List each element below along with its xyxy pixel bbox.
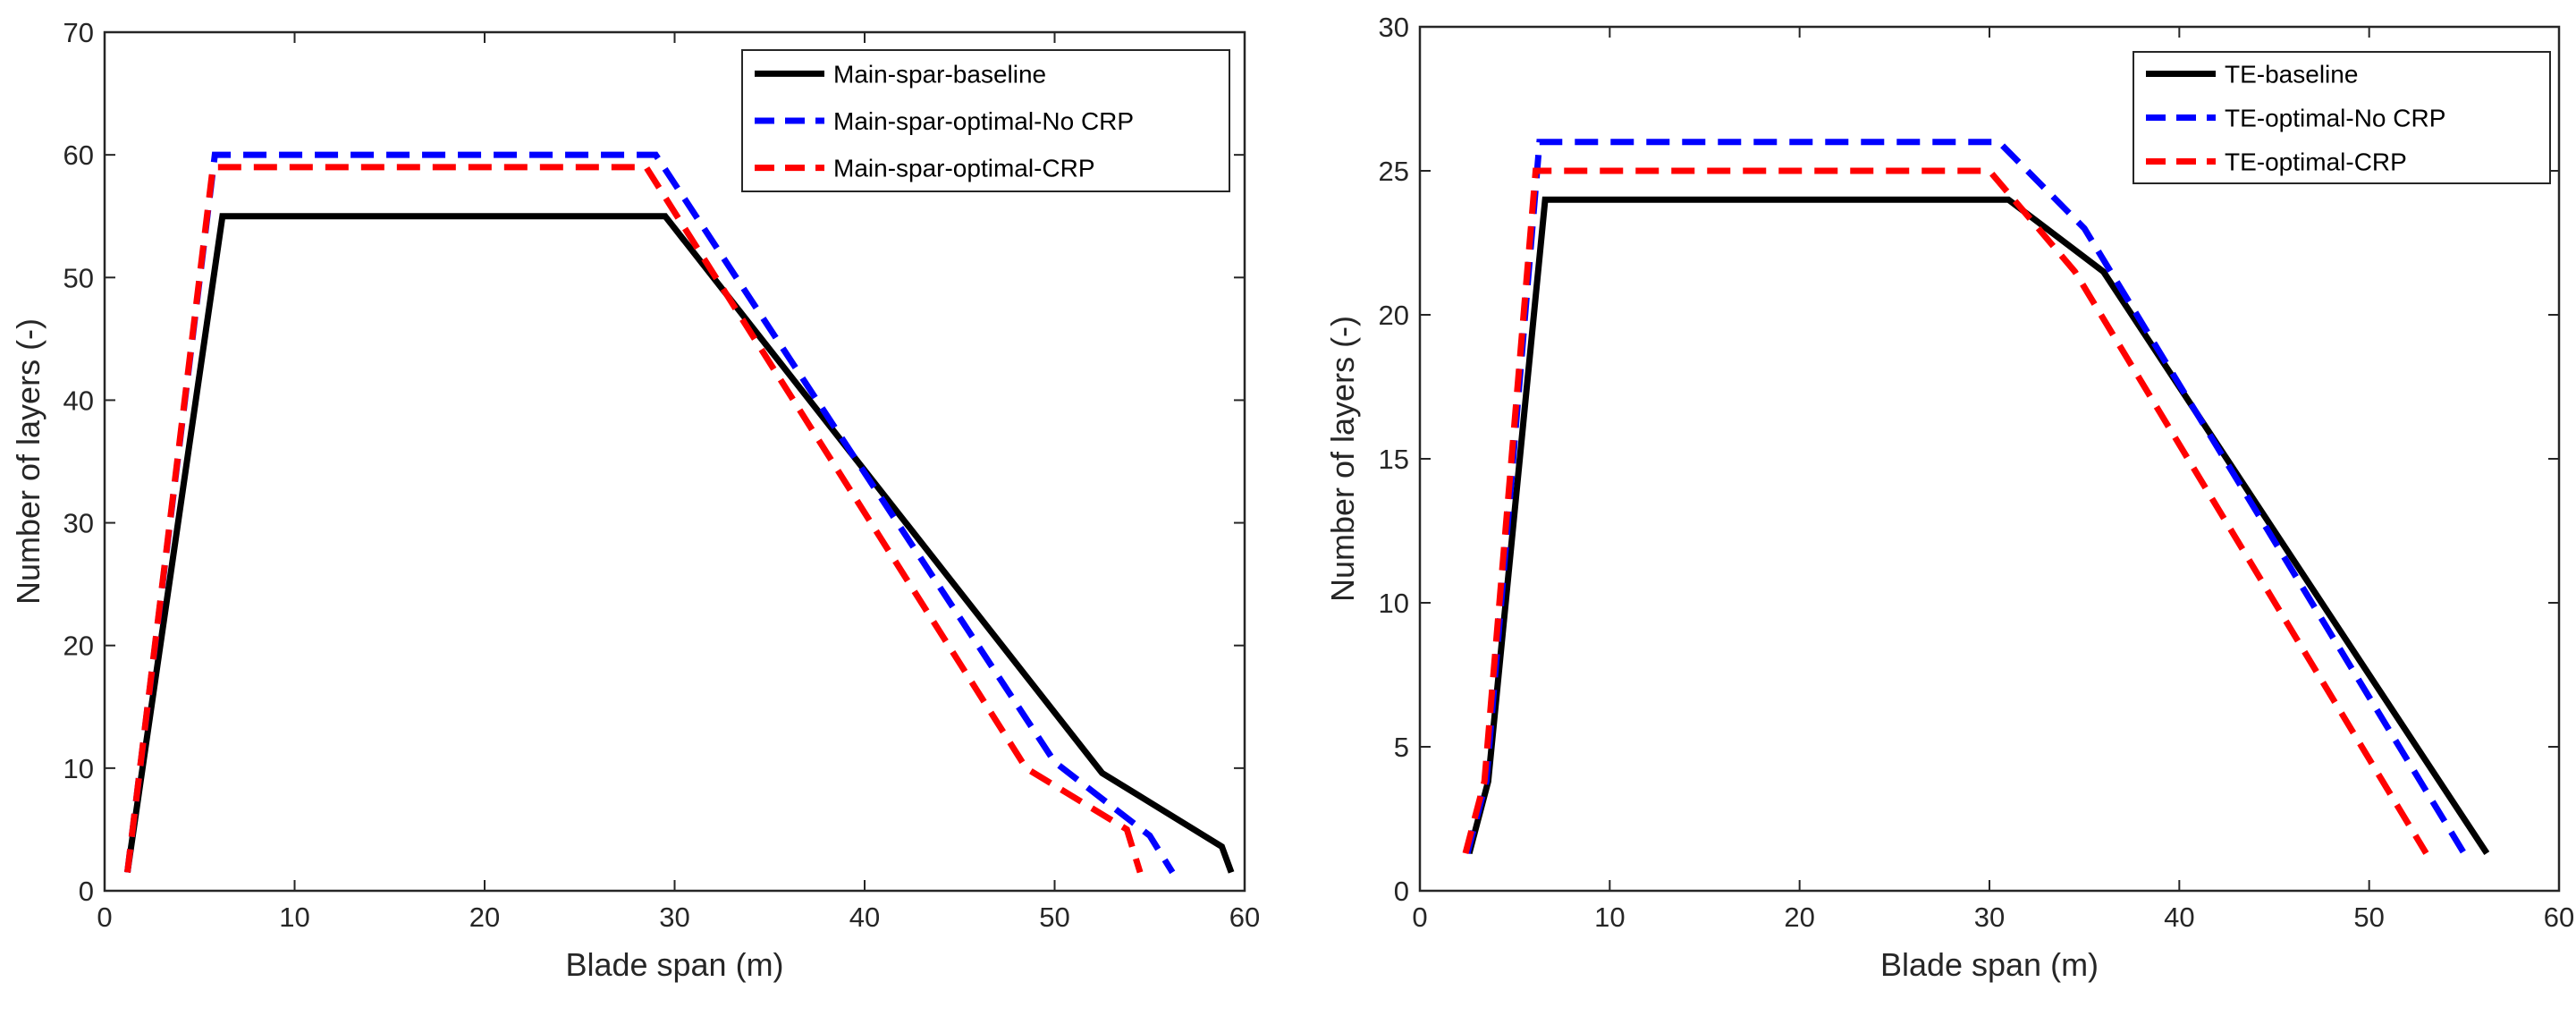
- legend-main-spar: Main-spar-baseline Main-spar-optimal-No …: [741, 49, 1230, 192]
- x-ticks-trailing-edge: 0 10 20 30 40 50 60: [1412, 902, 2574, 933]
- series-lines-main-spar: [124, 151, 1235, 875]
- y-tick-label: 0: [1394, 876, 1409, 907]
- x-ticks-main-spar: 0 10 20 30 40 50 60: [97, 902, 1260, 933]
- series-line-te-optimal-no-crp: [1464, 139, 2467, 855]
- x-tick-label: 0: [1412, 902, 1427, 933]
- y-tick-label: 70: [63, 17, 94, 48]
- y-ticks-main-spar: 0 10 20 30 40 50 60 70: [63, 17, 94, 907]
- x-tick-label: 50: [2353, 902, 2384, 933]
- legend-trailing-edge: TE-baseline TE-optimal-No CRP TE-optimal…: [2133, 51, 2551, 184]
- x-tick-label: 60: [1229, 902, 1260, 933]
- y-tick-label: 30: [1379, 12, 1409, 43]
- y-tick-label: 20: [1379, 300, 1409, 331]
- y-tick-label: 5: [1394, 732, 1409, 763]
- x-tick-label: 40: [849, 902, 880, 933]
- x-tick-label: 20: [1784, 902, 1814, 933]
- series-line-main-spar-baseline: [124, 213, 1235, 874]
- series-line-main-spar-optimal-crp: [124, 164, 1144, 874]
- series-line-main-spar-optimal-no-crp: [124, 151, 1176, 875]
- legend-entry: Main-spar-optimal-No CRP: [833, 107, 1134, 135]
- legend-entry: TE-optimal-No CRP: [2225, 105, 2445, 132]
- x-tick-label: 10: [1594, 902, 1625, 933]
- y-tick-label: 60: [63, 140, 94, 171]
- y-tick-label: 25: [1379, 156, 1409, 187]
- x-tick-label: 20: [469, 902, 500, 933]
- x-axis-label: Blade span (m): [1880, 946, 2099, 983]
- legend-entry: TE-baseline: [2225, 61, 2358, 89]
- series-line-te-optimal-crp: [1462, 167, 2429, 855]
- y-tick-label: 20: [63, 631, 94, 662]
- legend-entry: Main-spar-baseline: [833, 60, 1046, 88]
- y-ticks-trailing-edge: 0 5 10 15 20 25 30: [1379, 12, 1409, 907]
- y-tick-label: 10: [63, 753, 94, 784]
- x-axis-label: Blade span (m): [565, 946, 783, 983]
- x-tick-label: 0: [97, 902, 112, 933]
- x-tick-label: 10: [279, 902, 309, 933]
- series-lines-trailing-edge: [1462, 139, 2490, 856]
- x-tick-label: 30: [659, 902, 689, 933]
- legend-entry: Main-spar-optimal-CRP: [833, 155, 1095, 182]
- y-tick-label: 30: [63, 508, 94, 539]
- chart-main-spar: 0 10 20 30 40 50 60 70 0 10 20 30 40 50 …: [10, 17, 1260, 983]
- x-tick-label: 50: [1039, 902, 1069, 933]
- x-tick-label: 30: [1974, 902, 2005, 933]
- y-tick-label: 15: [1379, 444, 1409, 475]
- y-axis-label: Number of layers (-): [10, 318, 46, 605]
- series-line-te-baseline: [1465, 196, 2490, 856]
- chart-trailing-edge: 0 5 10 15 20 25 30 0 10 20 30 40 50 60 B…: [1324, 12, 2574, 983]
- y-tick-label: 10: [1379, 588, 1409, 619]
- y-axis-label: Number of layers (-): [1324, 316, 1361, 602]
- x-tick-label: 60: [2544, 902, 2574, 933]
- y-tick-label: 40: [63, 385, 94, 416]
- y-tick-label: 0: [79, 876, 94, 907]
- y-tick-label: 50: [63, 262, 94, 293]
- legend-entry: TE-optimal-CRP: [2225, 148, 2407, 176]
- x-tick-label: 40: [2164, 902, 2194, 933]
